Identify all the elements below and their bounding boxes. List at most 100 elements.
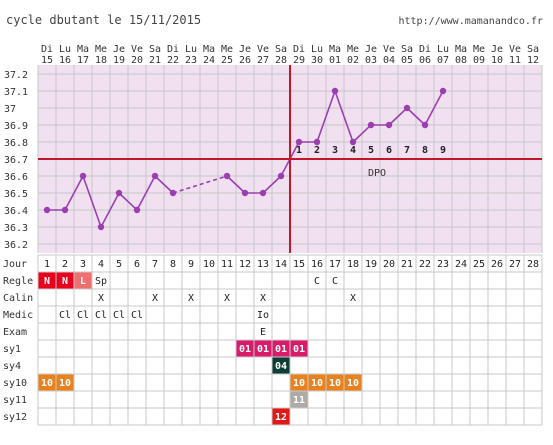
date-label: 01 [329, 55, 341, 66]
table-cell-text: X [260, 293, 266, 304]
table-cell-text: 01 [293, 344, 305, 355]
date-label: 22 [167, 55, 179, 66]
cycle-day-number: 20 [383, 259, 395, 270]
table-cell-bg [128, 306, 146, 323]
temperature-point [151, 172, 159, 180]
temperature-point [259, 189, 267, 197]
weekday-label: Di [167, 44, 179, 55]
date-label: 28 [275, 55, 287, 66]
chart-title: cycle dbutant le 15/11/2015 [6, 13, 201, 27]
cycle-day-number: 26 [491, 259, 503, 270]
cycle-day-number: 11 [221, 259, 233, 270]
weekday-label: Lu [185, 44, 197, 55]
cycle-day-number: 16 [311, 259, 323, 270]
temperature-point [349, 138, 357, 146]
temperature-point [133, 206, 141, 214]
table-cell-bg [56, 374, 74, 391]
table-cell-bg [218, 289, 236, 306]
weekday-label: Lu [437, 44, 449, 55]
table-cell-bg [344, 374, 362, 391]
post-ovulation-day-label: 9 [440, 145, 446, 156]
temperature-point [421, 121, 429, 129]
temperature-line [352, 124, 372, 143]
date-label: 18 [95, 55, 107, 66]
cycle-day-number: 14 [275, 259, 287, 270]
table-row-label: Calin [3, 293, 33, 304]
date-label: 24 [203, 55, 215, 66]
table-cell-bg [74, 272, 92, 289]
table-cell-bg [92, 289, 110, 306]
post-ovulation-day-label: 7 [404, 145, 410, 156]
y-tick-label: 36.5 [4, 189, 28, 200]
temperature-point [115, 189, 123, 197]
date-label: 02 [347, 55, 359, 66]
table-row-label: Regle [3, 276, 33, 287]
temperature-point [367, 121, 375, 129]
table-cell-bg [254, 323, 272, 340]
date-label: 12 [527, 55, 539, 66]
temperature-line [82, 175, 102, 228]
date-label: 11 [509, 55, 521, 66]
weekday-label: Je [365, 44, 377, 55]
table-cell-text: L [80, 276, 86, 287]
cycle-day-number: 4 [98, 259, 104, 270]
cycle-day-number: 22 [419, 259, 431, 270]
temperature-point [385, 121, 393, 129]
weekday-label: Sa [275, 44, 287, 55]
temperature-point [295, 138, 303, 146]
table-cell-bg [308, 272, 326, 289]
temperature-line-gap [172, 175, 228, 194]
temperature-line [424, 90, 444, 126]
table-cell-bg [326, 374, 344, 391]
temperature-point [277, 172, 285, 180]
table-cell-bg [290, 340, 308, 357]
post-ovulation-day-label: 3 [332, 145, 338, 156]
table-cell-text: N [44, 276, 50, 287]
cycle-day-number: 23 [437, 259, 449, 270]
table-cell-text: C [314, 276, 320, 287]
cycle-day-number: 10 [203, 259, 215, 270]
y-tick-label: 36.4 [4, 206, 28, 217]
post-ovulation-day-label: 8 [422, 145, 428, 156]
date-label: 19 [113, 55, 125, 66]
temperature-line [226, 175, 246, 194]
y-tick-label: 36.6 [4, 172, 28, 183]
table-cell-bg [236, 340, 254, 357]
table-cell-bg [92, 272, 110, 289]
date-label: 05 [401, 55, 413, 66]
date-label: 30 [311, 55, 323, 66]
table-cell-bg [110, 306, 128, 323]
temperature-line [100, 192, 120, 228]
table-cell-text: 01 [239, 344, 251, 355]
y-tick-label: 36.3 [4, 223, 28, 234]
table-cell-bg [182, 289, 200, 306]
table-cell-bg [272, 340, 290, 357]
cycle-day-number: 1 [44, 259, 50, 270]
temperature-point [169, 189, 177, 197]
y-tick-label: 37.2 [4, 70, 28, 81]
table-cell-text: Cl [77, 310, 89, 321]
weekday-label: Ma [455, 44, 467, 55]
cycle-day-number: 6 [134, 259, 140, 270]
weekday-label: Me [473, 44, 485, 55]
date-label: 15 [41, 55, 53, 66]
table-cell-text: X [98, 293, 104, 304]
cycle-day-number: 8 [170, 259, 176, 270]
weekday-label: Me [347, 44, 359, 55]
table-row-label: Jour [3, 259, 27, 270]
cycle-day-number: 28 [527, 259, 539, 270]
weekday-label: Di [293, 44, 305, 55]
date-label: 23 [185, 55, 197, 66]
site-url[interactable]: http://www.mamanandco.fr [399, 16, 544, 27]
post-ovulation-day-label: 4 [350, 145, 356, 156]
temperature-line [334, 90, 354, 143]
cycle-day-number: 25 [473, 259, 485, 270]
date-label: 10 [491, 55, 503, 66]
weekday-label: Sa [527, 44, 539, 55]
temperature-point [61, 206, 69, 214]
weekday-label: Di [419, 44, 431, 55]
table-cell-bg [272, 408, 290, 425]
y-tick-label: 36.9 [4, 121, 28, 132]
